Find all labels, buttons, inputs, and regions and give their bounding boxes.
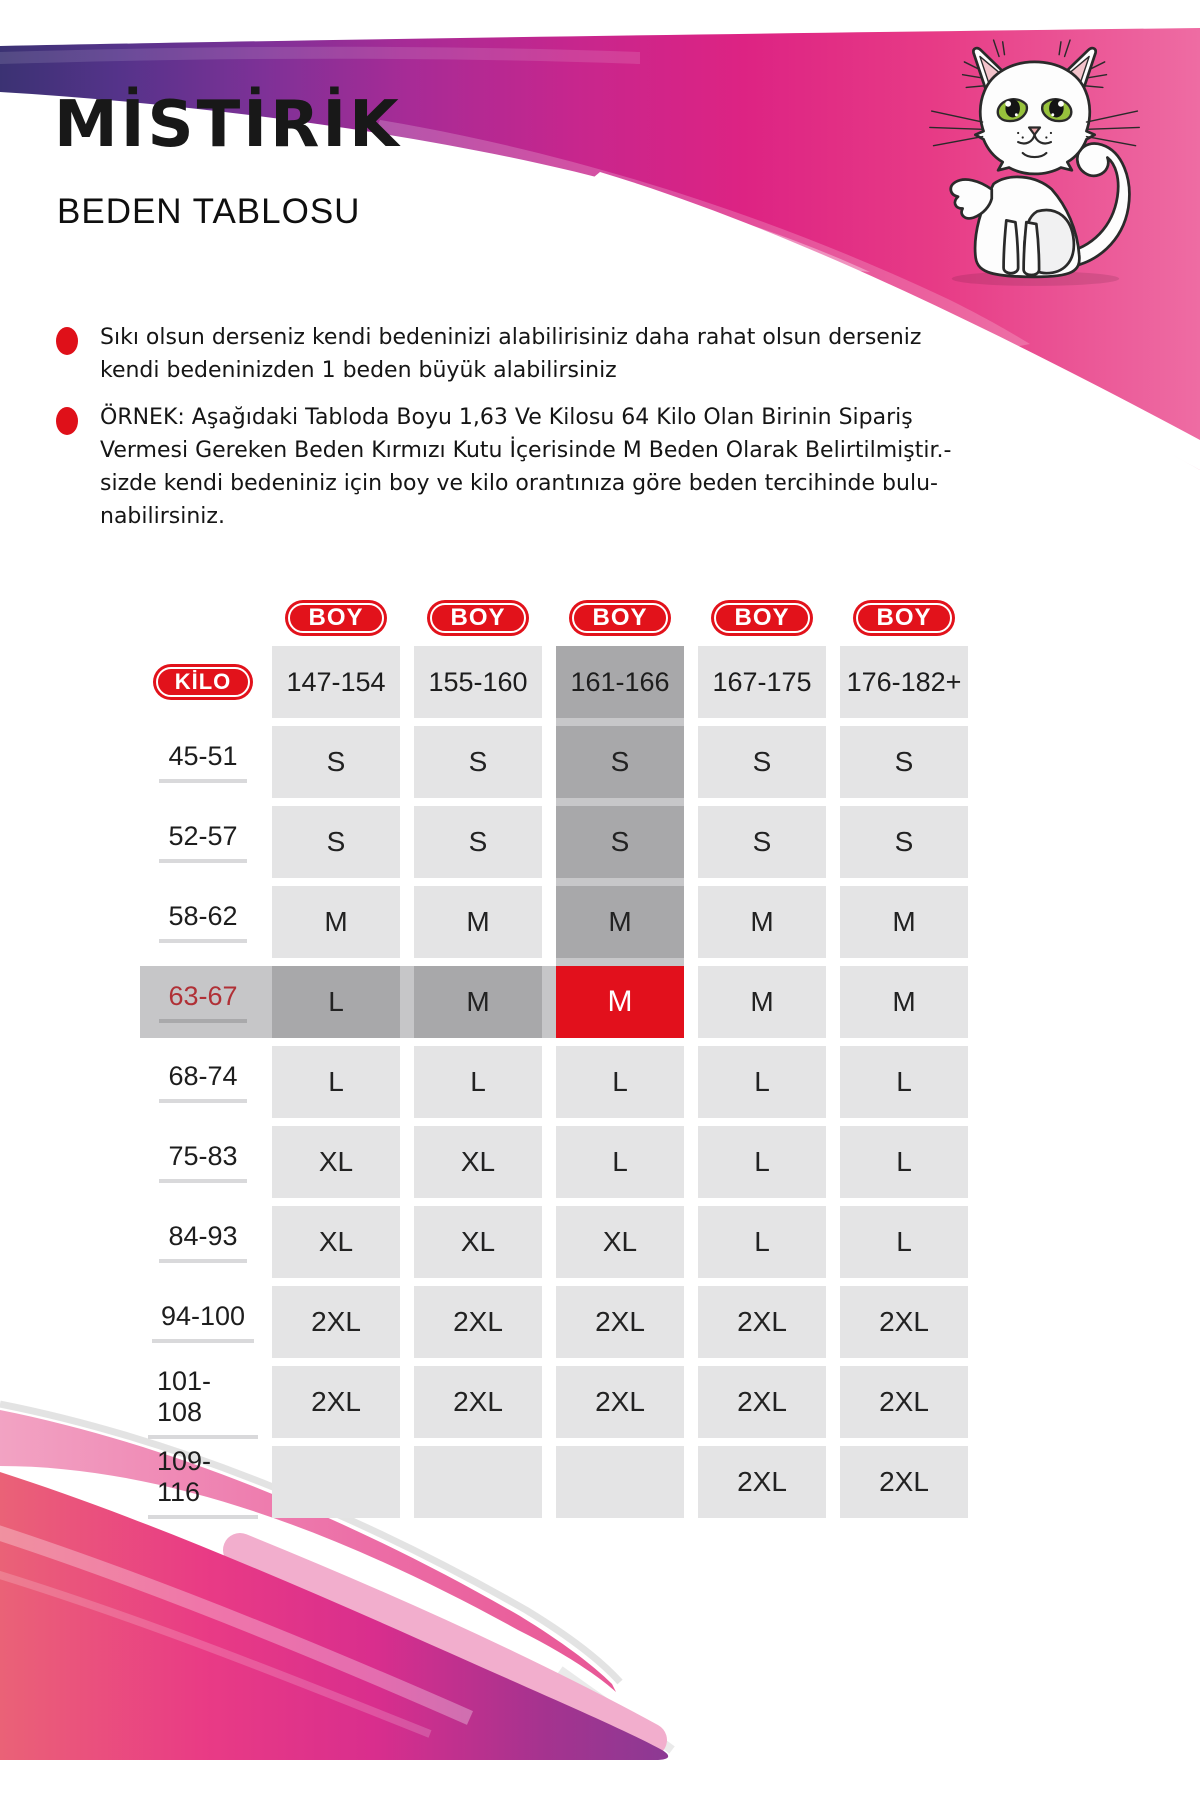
weight-label: 45-51 — [148, 726, 258, 798]
size-chart: BOY BOY BOY BOY BOY KİLO 147-154 155-160… — [140, 598, 968, 1520]
height-header-cell: 155-160 — [414, 646, 542, 718]
bullet-icon — [56, 407, 78, 435]
size-cell: XL — [414, 1206, 542, 1278]
size-cell: M — [698, 886, 826, 958]
size-cell: 2XL — [698, 1286, 826, 1358]
kilo-pill: KİLO — [148, 646, 258, 718]
size-cell: L — [840, 1046, 968, 1118]
size-cell: L — [698, 1046, 826, 1118]
size-cell: M — [840, 886, 968, 958]
size-cell: XL — [272, 1126, 400, 1198]
weight-label: 84-93 — [148, 1206, 258, 1278]
weight-label: 58-62 — [148, 886, 258, 958]
boy-pill: BOY — [840, 598, 968, 638]
weight-label: 75-83 — [148, 1126, 258, 1198]
size-cell: 2XL — [272, 1366, 400, 1438]
weight-label: 94-100 — [148, 1286, 258, 1358]
example-size-cell: M — [556, 966, 684, 1038]
height-header-cell: 167-175 — [698, 646, 826, 718]
size-cell: S — [698, 726, 826, 798]
size-cell: L — [840, 1126, 968, 1198]
size-cell: 2XL — [556, 1286, 684, 1358]
size-cell: 2XL — [698, 1446, 826, 1518]
size-cell: XL — [414, 1126, 542, 1198]
height-header-cell: 147-154 — [272, 646, 400, 718]
size-cell: L — [272, 966, 400, 1038]
boy-pill: BOY — [698, 598, 826, 638]
boy-pill: BOY — [272, 598, 400, 638]
size-cell: L — [556, 1126, 684, 1198]
size-cell: L — [840, 1206, 968, 1278]
weight-label: 52-57 — [148, 806, 258, 878]
height-header-cell: 176-182+ — [840, 646, 968, 718]
cat-illustration — [929, 39, 1140, 286]
size-cell: S — [272, 726, 400, 798]
size-cell: S — [414, 726, 542, 798]
bullet-icon — [56, 327, 78, 355]
size-cell: 2XL — [840, 1446, 968, 1518]
size-cell: S — [840, 806, 968, 878]
brand-title: MİSTİRİK — [54, 88, 402, 162]
size-cell: L — [698, 1206, 826, 1278]
size-cell: S — [272, 806, 400, 878]
size-cell: L — [272, 1046, 400, 1118]
size-cell: M — [698, 966, 826, 1038]
height-header-cell: 161-166 — [556, 646, 684, 718]
size-cell: S — [414, 806, 542, 878]
size-cell: S — [556, 806, 684, 878]
size-cell — [556, 1446, 684, 1518]
size-cell: 2XL — [414, 1286, 542, 1358]
size-cell: 2XL — [840, 1366, 968, 1438]
size-cell: 2XL — [414, 1366, 542, 1438]
size-cell: L — [414, 1046, 542, 1118]
size-cell: 2XL — [272, 1286, 400, 1358]
size-cell: M — [414, 886, 542, 958]
size-cell: S — [698, 806, 826, 878]
page-subtitle: BEDEN TABLOSU — [57, 192, 361, 231]
size-cell: L — [698, 1126, 826, 1198]
weight-label: 109-116 — [148, 1446, 258, 1519]
size-cell — [272, 1446, 400, 1518]
note-fit: Sıkı olsun derseniz kendi bedeninizi ala… — [100, 325, 922, 383]
size-cell: M — [414, 966, 542, 1038]
size-cell: XL — [556, 1206, 684, 1278]
boy-pill: BOY — [414, 598, 542, 638]
weight-label: 63-67 — [148, 966, 258, 1038]
size-cell: 2XL — [556, 1366, 684, 1438]
size-cell: S — [840, 726, 968, 798]
size-cell: S — [556, 726, 684, 798]
weight-label: 101-108 — [148, 1366, 258, 1439]
size-cell — [414, 1446, 542, 1518]
weight-label: 68-74 — [148, 1046, 258, 1118]
size-cell: 2XL — [698, 1366, 826, 1438]
size-cell: L — [556, 1046, 684, 1118]
size-cell: 2XL — [840, 1286, 968, 1358]
size-cell: XL — [272, 1206, 400, 1278]
note-example: ÖRNEK: Aşağıdaki Tabloda Boyu 1,63 Ve Ki… — [100, 405, 952, 529]
size-cell: M — [556, 886, 684, 958]
size-cell: M — [840, 966, 968, 1038]
boy-pill: BOY — [556, 598, 684, 638]
size-cell: M — [272, 886, 400, 958]
